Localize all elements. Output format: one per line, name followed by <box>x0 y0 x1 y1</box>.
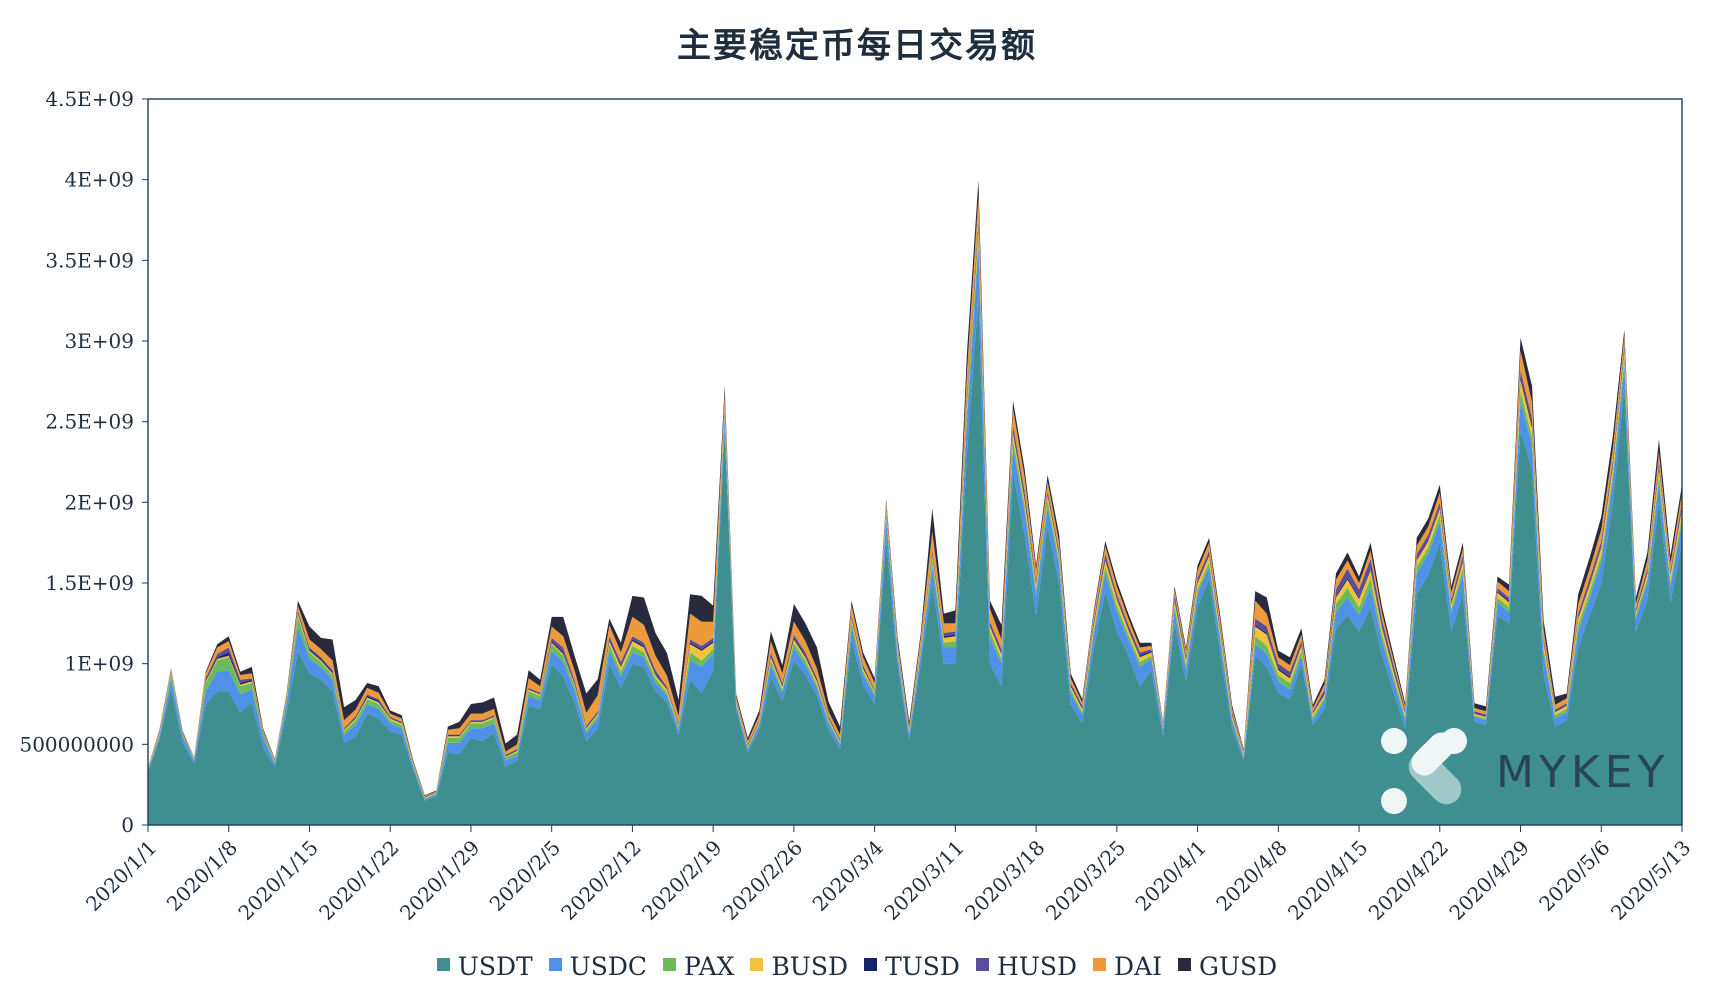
x-tick-label: 2020/4/22 <box>1364 835 1453 924</box>
x-tick-label: 2020/3/4 <box>808 835 888 915</box>
legend-label: DAI <box>1114 952 1163 981</box>
legend-item-gusd: GUSD <box>1178 950 1277 981</box>
x-tick-label: 2020/1/8 <box>162 835 242 915</box>
legend-item-husd: HUSD <box>975 950 1078 981</box>
x-tick-label: 2020/1/22 <box>314 835 403 924</box>
legend-label: TUSD <box>885 952 960 981</box>
area-usdt <box>148 295 1682 826</box>
y-tick-label: 1E+09 <box>64 652 134 676</box>
legend-swatch <box>1178 958 1192 971</box>
x-tick-label: 2020/2/26 <box>718 835 807 924</box>
mykey-watermark: MYKEY <box>1380 727 1670 817</box>
y-tick-label: 2E+09 <box>64 490 134 514</box>
chart-title: 主要稳定币每日交易额 <box>677 26 1037 66</box>
y-tick-label: 2.5E+09 <box>45 410 134 434</box>
stacked-areas <box>148 179 1682 826</box>
legend-label: PAX <box>684 952 735 981</box>
legend-swatch <box>1093 958 1107 971</box>
x-tick-label: 2020/2/5 <box>485 835 565 915</box>
x-tick-label: 2020/1/29 <box>395 835 484 924</box>
area-pax <box>148 237 1682 800</box>
x-tick-label: 2020/5/6 <box>1534 835 1614 915</box>
legend-swatch <box>864 958 878 971</box>
x-tick-label: 2020/3/11 <box>879 835 968 924</box>
x-tick-label: 2020/2/19 <box>637 835 726 924</box>
legend-item-dai: DAI <box>1093 950 1162 981</box>
legend-swatch <box>663 958 677 971</box>
x-tick-label: 2020/3/25 <box>1041 835 1130 924</box>
x-axis: 2020/1/1 2020/1/82020/1/152020/1/222020/1… <box>81 825 1695 925</box>
area-gusd <box>148 179 1682 797</box>
legend-label: HUSD <box>996 952 1078 981</box>
y-tick-label: 1.5E+09 <box>45 571 134 595</box>
legend-item-busd: BUSD <box>750 950 848 981</box>
legend-item-usdc: USDC <box>548 950 648 981</box>
legend-item-usdt: USDT <box>436 950 533 981</box>
watermark-text: MYKEY <box>1496 747 1669 798</box>
area-dai <box>148 195 1682 797</box>
x-tick-label: 2020/4/15 <box>1283 835 1372 924</box>
x-tick-label: 2020/1/1 <box>81 835 161 915</box>
area-busd <box>148 229 1682 799</box>
y-tick-label: 3E+09 <box>64 329 134 353</box>
legend-item-pax: PAX <box>663 950 734 981</box>
x-tick-label: 2020/4/8 <box>1211 835 1291 915</box>
plot-frame <box>147 98 1683 826</box>
x-tick-label: 2020/2/12 <box>556 835 645 924</box>
y-tick-label: 0 <box>121 813 134 837</box>
legend: USDT USDC PAX BUSD TUSD HUSD DAI GUSD <box>0 950 1714 981</box>
x-tick-label: 2020/5/13 <box>1606 835 1695 924</box>
x-tick-label: 2020/4/1 <box>1131 835 1211 915</box>
legend-item-tusd: TUSD <box>864 950 960 981</box>
x-tick-label: 2020/3/18 <box>960 835 1049 924</box>
legend-swatch <box>975 958 989 971</box>
y-tick-label: 3.5E+09 <box>45 248 134 272</box>
legend-label: GUSD <box>1199 952 1278 981</box>
y-tick-label: 500000000 <box>19 732 134 756</box>
legend-swatch <box>548 958 562 971</box>
legend-label: USDC <box>569 952 648 981</box>
y-tick-label: 4E+09 <box>64 168 134 192</box>
x-tick-label: 2020/1/15 <box>233 835 322 924</box>
y-tick-label: 4.5E+09 <box>45 87 134 111</box>
legend-swatch <box>750 958 764 971</box>
legend-label: USDT <box>457 952 533 981</box>
legend-label: BUSD <box>771 952 849 981</box>
x-tick-label: 2020/4/29 <box>1444 835 1533 924</box>
legend-swatch <box>436 958 450 971</box>
y-axis: 0 500000000 1E+09 1.5E+09 2E+09 2.5E+09 3E+09 3… <box>19 87 148 837</box>
